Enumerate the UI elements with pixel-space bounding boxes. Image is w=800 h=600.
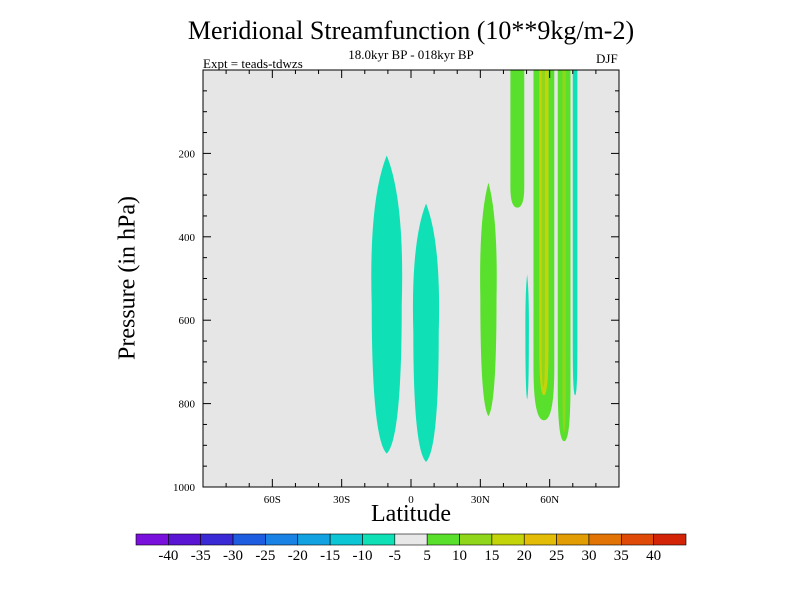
colorbar-label: -5 [389,548,402,564]
colorbar-swatch [523,533,557,546]
colorbar-label: -30 [223,548,243,564]
contour-positive-core-66n [562,70,566,433]
y-tick-label: 400 [179,232,196,244]
colorbar-label: -10 [352,548,372,564]
colorbar-swatch [426,533,460,546]
y-tick-label: 800 [179,399,196,411]
colorbar-label: -15 [320,548,340,564]
contour-negative-cell-equator [412,203,440,462]
colorbar-swatch [491,533,525,546]
colorbar-swatch [265,533,299,546]
colorbar-swatch [297,533,331,546]
colorbar-swatch [556,533,590,546]
x-axis-title: Latitude [371,501,451,527]
colorbar-label: 15 [484,548,499,564]
y-tick-label: 1000 [173,482,196,494]
colorbar-swatch [459,533,493,546]
colorbar-label: 25 [549,548,564,564]
x-tick-label: 30S [333,494,350,506]
plot-background [203,70,619,487]
colorbar-swatch [135,533,169,546]
colorbar-swatch [394,533,428,546]
colorbar-label: -25 [255,548,275,564]
contour-negative-column-71n [572,70,578,396]
colorbar-label: -20 [288,548,308,564]
contour-negative-sliver-50n [525,274,529,400]
colorbar-label: -40 [158,548,178,564]
colorbar-label: 40 [646,548,661,564]
x-tick-label: 0 [408,494,414,506]
experiment-label: Expt = teads-tdwzs [203,56,303,71]
colorbar-label: 20 [517,548,532,564]
colorbar-swatch [620,533,654,546]
chart-subtitle: 18.0kyr BP - 018kyr BP [348,47,474,62]
colorbar: -40 -35 -30 -25 -20 -15 -10 -5 5 10 15 20 25 30 35 40 [135,533,687,564]
contour-negative-cell-south [371,155,403,454]
colorbar-swatch [329,533,363,546]
chart-title: Meridional Streamfunction (10**9kg/m-2) [187,16,635,45]
colorbar-label: -35 [191,548,211,564]
colorbar-swatch [362,533,396,546]
colorbar-swatch [232,533,266,546]
x-tick-label: 60S [264,494,281,506]
colorbar-label: 30 [581,548,596,564]
colorbar-label: 10 [452,548,467,564]
colorbar-label: 5 [423,548,431,564]
colorbar-swatch [168,533,202,546]
colorbar-swatch [200,533,234,546]
x-tick-label: 60N [540,494,559,506]
axis-ticks-layer: 60S 30S 0 30N 60N 200 400 600 800 1000 [173,69,620,506]
contour-positive-cell-30n [480,182,497,417]
x-tick-label: 30N [471,494,490,506]
colorbar-swatch [588,533,622,546]
colorbar-swatch [653,533,687,546]
season-label: DJF [596,51,618,66]
y-tick-label: 200 [179,148,196,160]
contour-fill-layer [371,70,578,462]
contour-inner-column-57n [541,70,546,387]
colorbar-label: 35 [614,548,629,564]
contour-positive-column-45n [510,70,525,208]
y-tick-label: 600 [179,315,196,327]
